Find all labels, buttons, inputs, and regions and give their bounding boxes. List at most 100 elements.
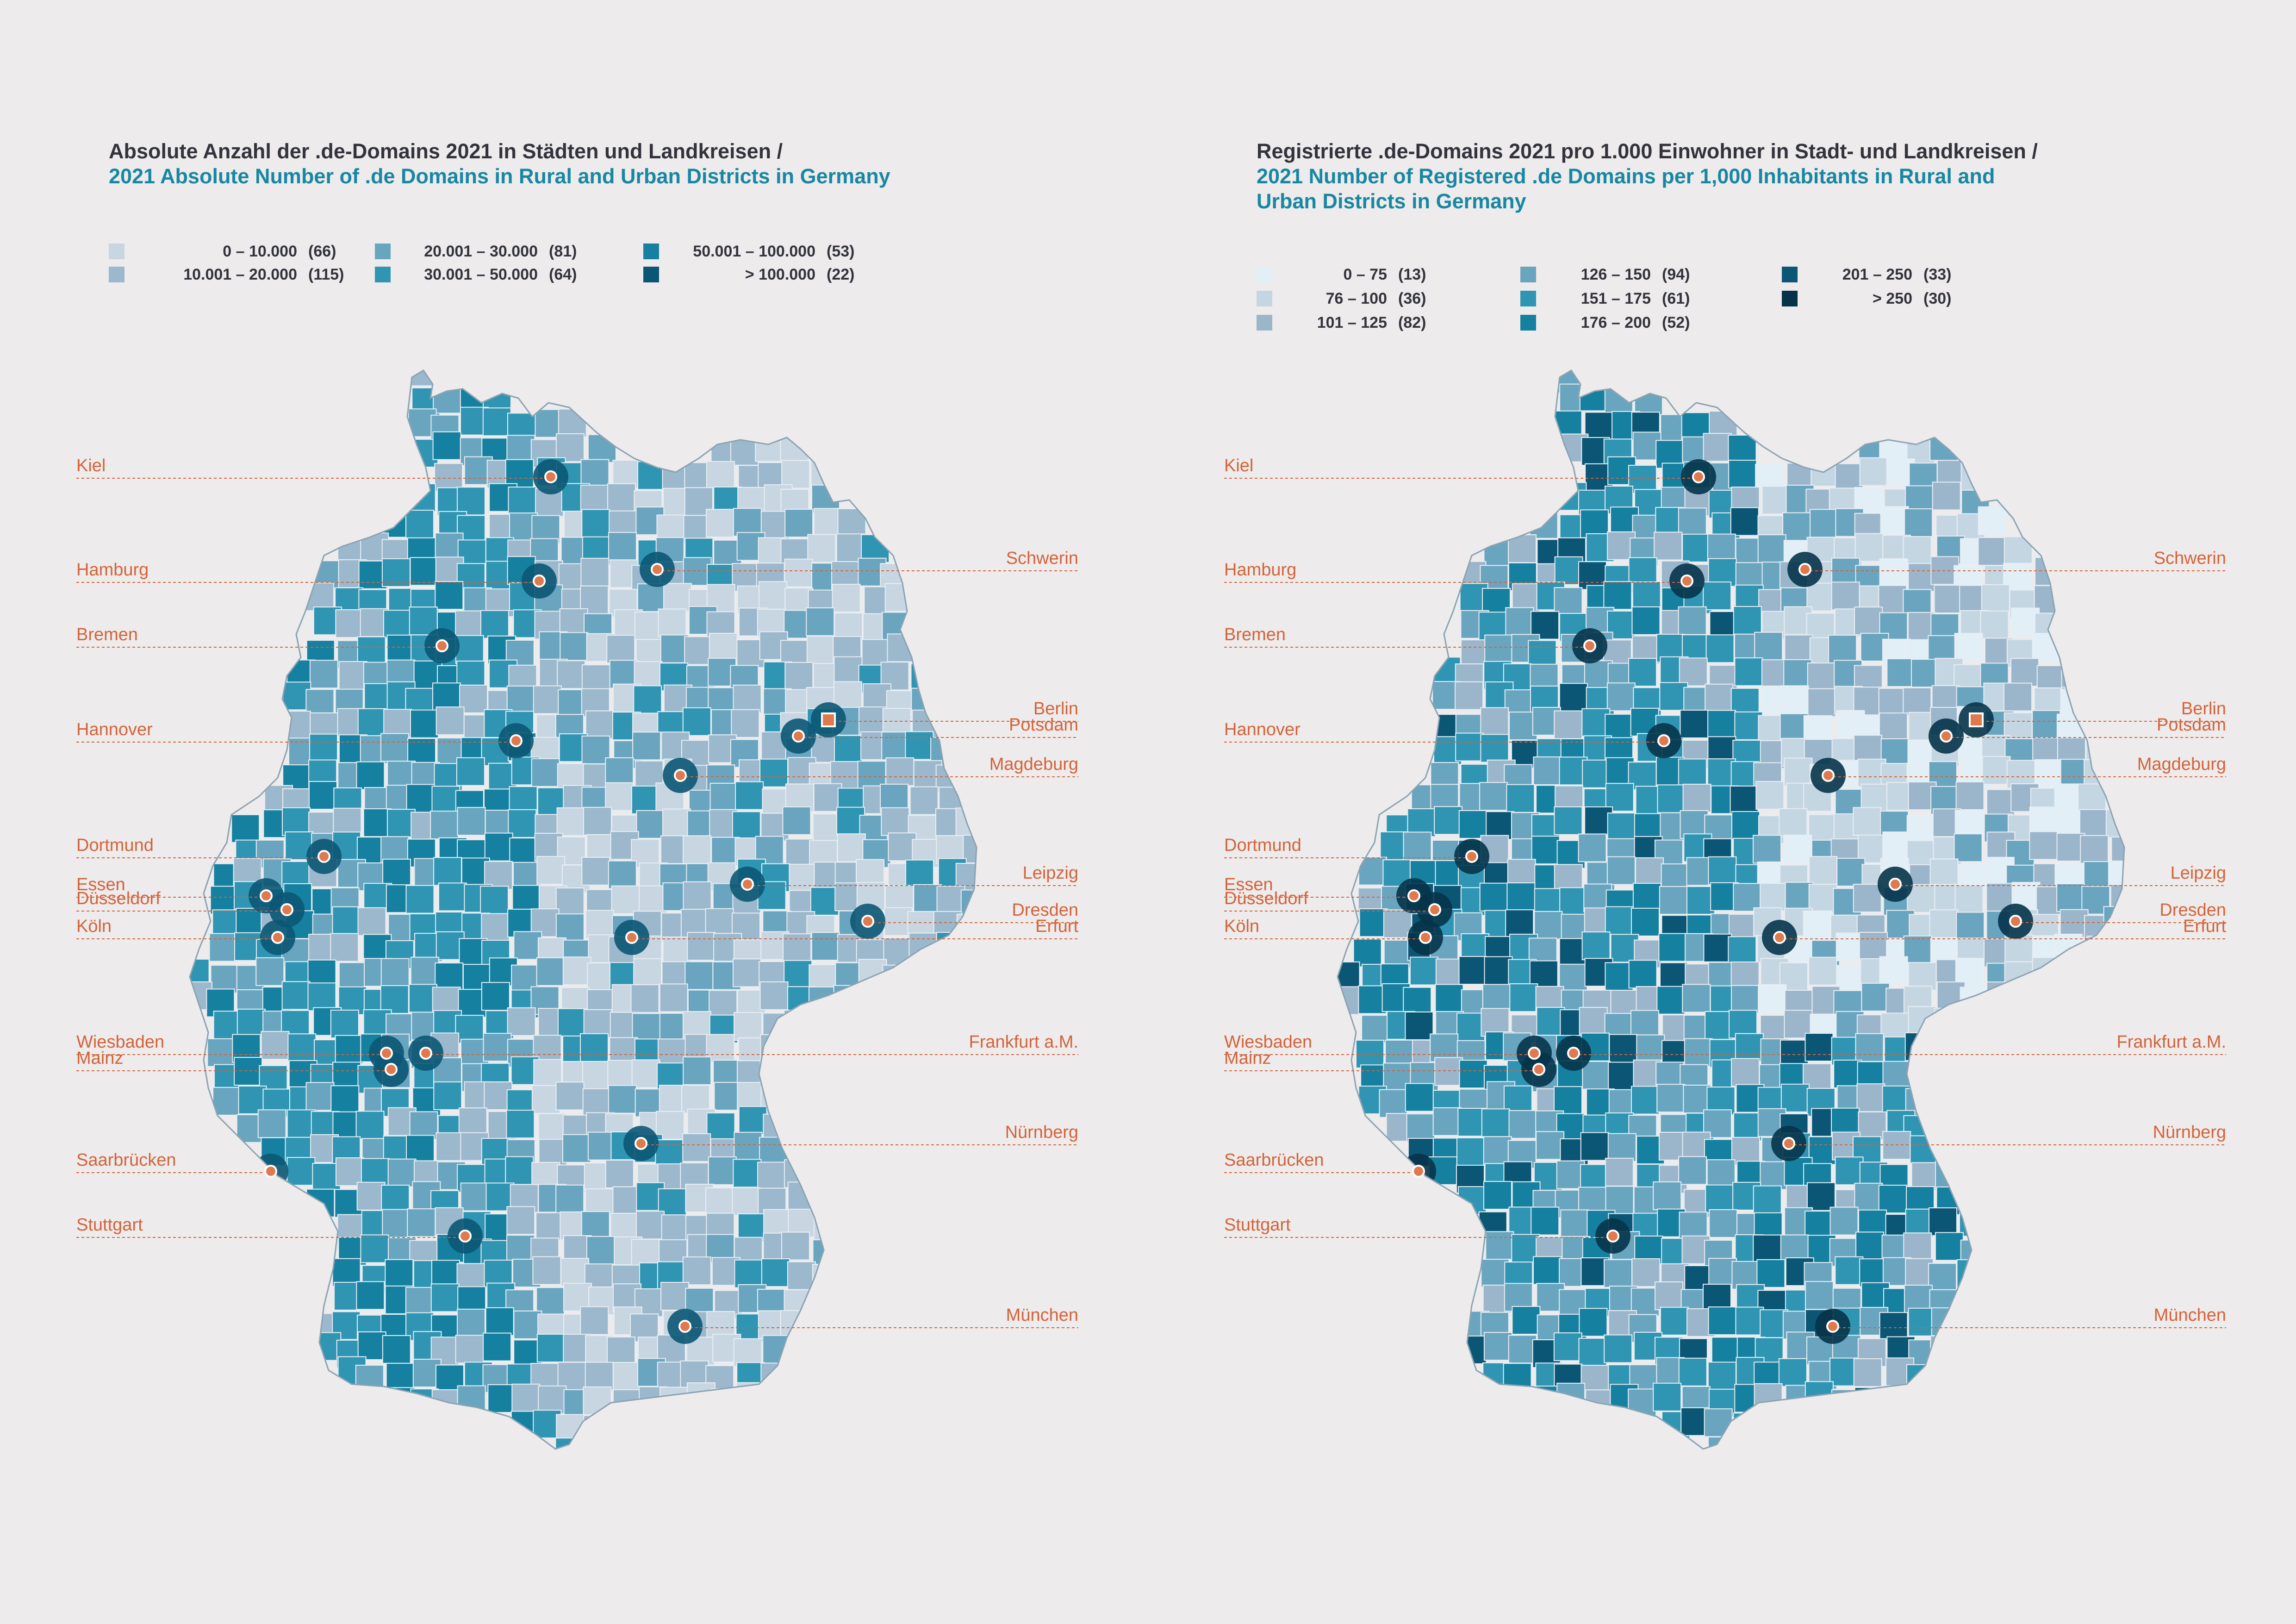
city-label: Dresden	[2159, 900, 2226, 920]
district-cell	[287, 1033, 317, 1062]
legend-count: (52)	[1662, 313, 1690, 331]
district-cell	[882, 964, 911, 993]
district-cell	[582, 1088, 611, 1117]
choropleth-map: Kiel Hamburg Bremen Hannover Dortmund EssenDü…	[76, 369, 1078, 1450]
district-cell	[1780, 713, 1809, 742]
district-cell	[1755, 781, 1785, 810]
district-cell	[660, 1387, 689, 1416]
district-cell	[1730, 785, 1759, 814]
district-cell	[1578, 833, 1607, 862]
legend-swatch	[109, 267, 124, 282]
district-cell	[1361, 1015, 1390, 1044]
district-cell	[357, 636, 386, 665]
district-cell	[1630, 1010, 1659, 1039]
city-label: Erfurt	[1035, 917, 1078, 936]
district-cell	[531, 1085, 560, 1114]
district-cell	[2110, 884, 2124, 913]
district-cell	[1728, 434, 1757, 463]
district-cell	[1855, 1033, 1884, 1062]
district-cell	[1403, 831, 1432, 861]
district-cell	[684, 487, 713, 516]
district-cell	[1882, 831, 1911, 861]
district-cell	[607, 483, 636, 512]
district-cell	[605, 782, 634, 811]
district-cell	[636, 1211, 665, 1240]
district-cell	[582, 1061, 611, 1090]
title-english: 2021 Absolute Number of .de Domains in R…	[109, 164, 890, 188]
district-cell	[710, 1388, 740, 1417]
district-cell	[456, 1308, 485, 1337]
district-cell	[1854, 1387, 1883, 1416]
legend-item: 30.001 – 50.000 (64)	[375, 265, 577, 284]
district-cell	[557, 660, 586, 689]
district-cell	[1382, 859, 1412, 888]
city-label: Kiel	[76, 456, 106, 475]
district-cell	[385, 1259, 414, 1288]
city-marker	[625, 931, 638, 944]
district-cell	[1808, 956, 1837, 986]
city-marker	[544, 470, 557, 483]
district-cell	[1528, 640, 1557, 669]
district-cell	[1458, 810, 1487, 839]
district-cell	[383, 610, 412, 639]
district-cell	[608, 860, 637, 889]
legend-item: 126 – 150 (94)	[1520, 265, 1690, 284]
district-cell	[1858, 1111, 1887, 1140]
district-cell	[457, 807, 486, 836]
district-cell	[1631, 1086, 1660, 1115]
district-cell	[306, 1188, 335, 1218]
district-cell	[1956, 912, 1985, 941]
district-cell	[636, 810, 665, 839]
district-cell	[1878, 687, 1907, 717]
city-label: Schwerin	[1006, 549, 1078, 568]
district-cell	[1481, 1108, 1510, 1137]
district-cell	[1383, 909, 1412, 938]
city-marker	[792, 730, 805, 743]
district-cell	[562, 1134, 591, 1163]
legend-swatch	[1257, 291, 1272, 306]
district-cell	[2061, 659, 2090, 688]
district-cell	[709, 782, 739, 812]
legend-swatch	[643, 244, 659, 259]
district-cell	[733, 1159, 762, 1188]
city-labels: Kiel Hamburg Bremen Hannover Dortmund EssenDü…	[76, 456, 1078, 1325]
district-cell	[558, 408, 587, 437]
district-cell	[1678, 758, 1707, 787]
district-cell	[1632, 883, 1661, 912]
district-cell	[1531, 1386, 1560, 1415]
district-cell	[405, 1287, 434, 1316]
district-cell	[1559, 887, 1588, 916]
legend-item: > 250 (30)	[1782, 289, 1951, 308]
district-cell	[780, 435, 809, 464]
district-cell	[357, 907, 386, 936]
district-cell	[782, 806, 811, 836]
district-cell	[1628, 658, 1657, 687]
district-cell	[1653, 1181, 1682, 1210]
district-cell	[605, 1160, 634, 1189]
city-labels: Kiel Hamburg Bremen Hannover Dortmund EssenDü…	[1224, 456, 2226, 1325]
district-cell	[506, 1206, 535, 1235]
district-cell	[1628, 960, 1657, 989]
district-cell	[410, 557, 439, 586]
district-cell	[1829, 1357, 1858, 1387]
district-cell	[812, 813, 841, 843]
district-cell	[335, 609, 364, 638]
district-cell	[1783, 659, 1812, 688]
district-cell	[1935, 1232, 1964, 1261]
legend-count: (36)	[1398, 289, 1426, 307]
district-cell	[234, 1057, 263, 1086]
district-cell	[1554, 806, 1583, 835]
district-cell	[1430, 1033, 1459, 1062]
district-cell	[1434, 806, 1463, 835]
district-cell	[308, 781, 337, 810]
district-cell	[1854, 533, 1884, 562]
district-cell	[1784, 757, 1813, 787]
district-cell	[1754, 1383, 1783, 1412]
district-cell	[2078, 783, 2107, 812]
city-label: Potsdam	[2157, 715, 2226, 735]
district-cell	[380, 733, 409, 762]
district-cell	[536, 1334, 566, 1363]
city-marker	[1407, 889, 1420, 902]
district-cell	[1403, 987, 1432, 1016]
district-cell	[1659, 886, 1688, 915]
